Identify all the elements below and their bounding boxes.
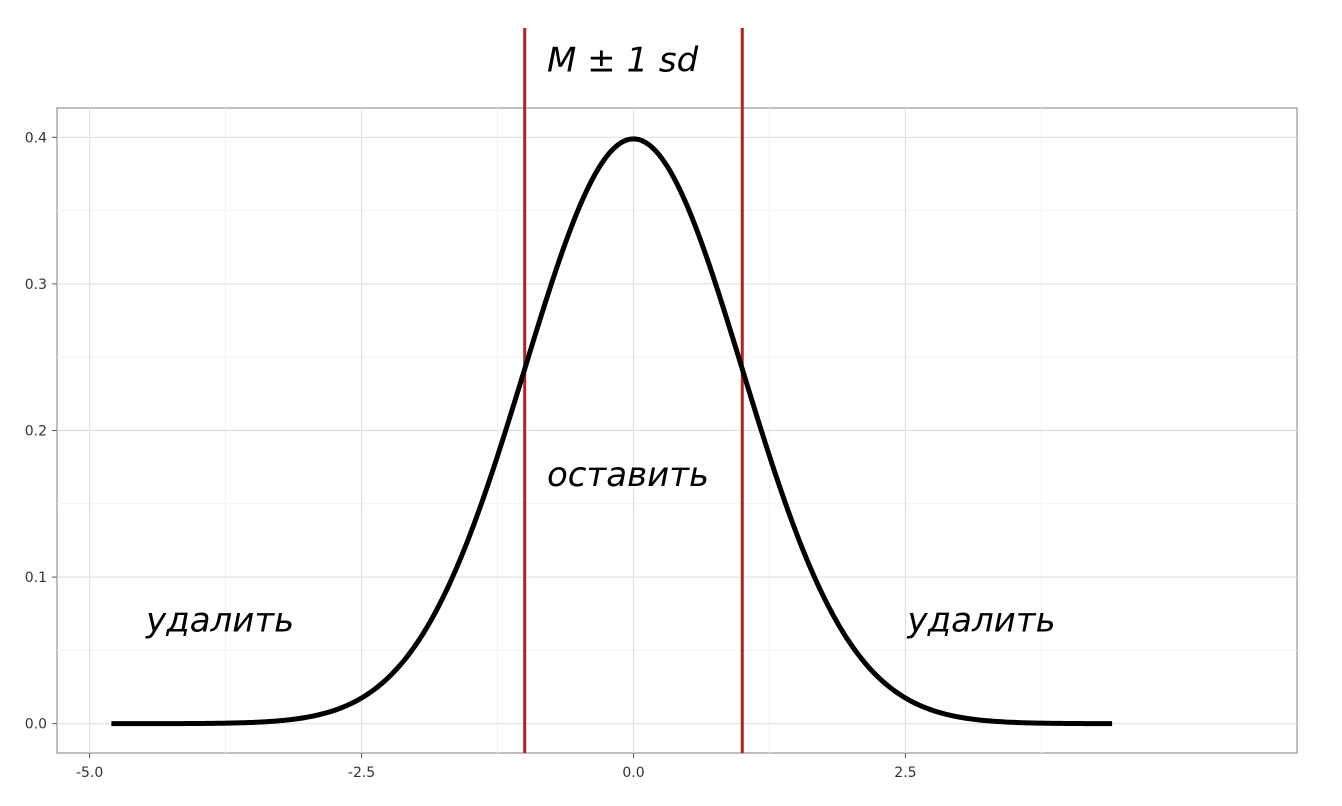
x-axis: -5.0 -2.5 0.0 2.5 [76,753,917,781]
y-axis: 0.0 0.1 0.2 0.3 0.4 [25,130,57,733]
reference-lines [523,28,744,753]
y-tick-label: 0.4 [25,130,47,146]
x-tick-label: -5.0 [76,765,103,781]
y-tick-label: 0.2 [25,424,47,440]
remove-right-label: удалить [906,600,1055,640]
x-tick-label: -2.5 [348,765,375,781]
y-tick-label: 0.0 [25,717,47,733]
y-tick-label: 0.1 [25,570,47,586]
y-tick-label: 0.3 [25,277,47,293]
x-tick-label: 2.5 [894,765,916,781]
keep-label: оставить [547,455,709,495]
x-tick-label: 0.0 [622,765,644,781]
band-label: M ± 1 sd [547,40,699,80]
density-curve [111,136,1113,727]
remove-left-label: удалить [145,600,294,640]
annotations: M ± 1 sd оставить удалить удалить [145,40,1056,640]
